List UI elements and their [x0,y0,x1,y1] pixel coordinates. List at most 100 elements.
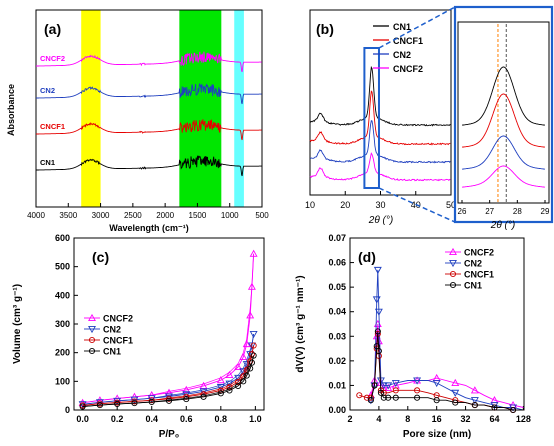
y-tick-label: 500 [55,262,70,272]
highlight-band [234,10,244,207]
x-tick-label: 1.0 [249,414,262,424]
y-tick-label: 400 [55,290,70,300]
x-axis-label: P/P₀ [159,429,180,440]
data-point [242,361,251,369]
x-tick-label: 0.6 [180,414,193,424]
data-point [239,352,248,360]
panel-label: (d) [358,249,376,265]
legend-label-cncf2: CNCF2 [103,314,133,324]
x-tick-label: 0.8 [215,414,228,424]
plot-frame [309,9,452,196]
data-point [248,351,255,358]
x-tick-label: 2 [347,414,352,424]
data-point [373,343,380,350]
series-line-cn1 [309,65,451,127]
inset-x-axis-label: 2θ (°) [490,220,515,231]
x-tick-label: 1000 [221,211,239,220]
plot-frame [35,9,263,208]
y-tick-label: 0 [65,405,70,415]
data-point [250,352,257,359]
series-line-cn2 [370,269,524,411]
data-point [217,390,224,397]
y-tick-label: 0.04 [328,307,346,317]
series-label-cn1: CN1 [40,158,55,167]
data-point [113,397,122,405]
panel-d-pore-size: 2 4 8 16 32 64 128 0.00 0.01 0.02 0.03 0.04 0.05 0.06… [295,233,531,440]
data-point [371,382,378,389]
data-point [449,281,457,289]
data-point [392,394,399,401]
series-line-cncf1 [359,333,524,411]
y-axis-label: Absorbance [6,84,16,136]
series-desorption-cncf1 [82,345,254,406]
x-tick-label: 4000 [27,211,45,220]
legend-label-cn1: CN1 [464,281,482,291]
data-point [235,382,242,389]
data-point [226,387,233,394]
data-point [451,378,460,386]
series-desorption-cn1 [82,355,254,407]
data-point [373,266,382,275]
data-point [234,362,243,371]
series-line-cncf2 [370,323,524,408]
data-point [414,394,421,401]
data-point [183,396,190,403]
series-line-cncf1 [36,118,262,141]
legend-label-cncf2: CNCF2 [393,64,423,74]
data-point [247,365,254,372]
data-point [79,403,86,410]
x-axis-label: Pore size (nm) [403,429,471,440]
data-point [367,394,374,401]
y-tick-label: 0.07 [328,233,346,243]
data-point [377,389,384,396]
data-point [413,377,422,385]
data-point [376,377,385,385]
x-tick-label: 1500 [189,211,207,220]
highlight-band [179,10,222,207]
data-point [470,386,479,394]
data-point [96,402,103,409]
panel-a-ftir: 4000 3500 3000 2500 2000 1500 1000 500 Wavelengt… [6,9,269,233]
data-point [131,400,138,407]
inset-frame [457,21,550,204]
data-point [414,387,421,394]
data-point [372,296,381,304]
data-point [451,389,460,397]
y-tick-label: 300 [55,319,70,329]
x-tick-label: 64 [489,414,499,424]
x-tick-label: 3000 [92,211,110,220]
data-point [384,382,393,390]
legend-label-cn2: CN2 [393,50,411,60]
data-point [88,325,96,334]
x-tick-label: 50 [446,200,456,210]
inset-series-line-cn2 [461,135,546,170]
inset-x-tick-label: 29 [541,207,550,216]
data-point [216,384,225,392]
data-point [247,282,256,290]
series-line-cn1 [370,331,524,411]
x-tick-label: 10 [305,200,315,210]
x-tick-label: 0.4 [145,414,158,424]
data-point [130,396,139,404]
legend-label-cncf1: CNCF1 [464,270,494,280]
x-axis-label: Wavelength (cm⁻¹) [109,223,188,233]
series-line-cn2 [36,82,262,105]
data-point [114,400,121,408]
data-point [148,397,155,404]
data-point [248,359,255,366]
data-point [250,342,257,349]
y-tick-label: 600 [55,233,70,243]
data-point [200,393,207,400]
data-point [384,383,393,391]
data-point [249,331,258,339]
zoom-connector [378,6,456,49]
highlight-band [81,10,101,207]
x-tick-label: 0.0 [76,414,89,424]
series-line-cncf1 [309,90,451,146]
data-point [246,311,255,319]
series-label-cn2: CN2 [40,86,55,95]
data-point [165,395,173,402]
y-tick-label: 0.06 [328,258,346,268]
data-point [182,385,191,393]
panel-label: (a) [44,21,61,37]
